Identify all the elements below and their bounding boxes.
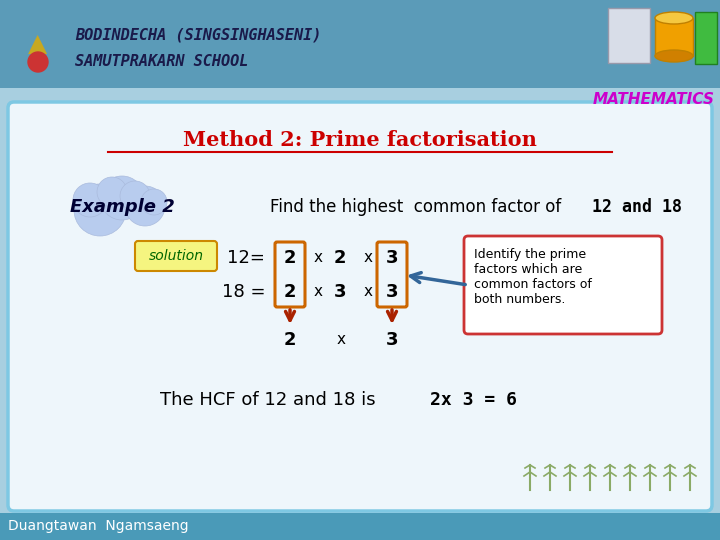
FancyBboxPatch shape	[0, 513, 720, 540]
Text: 2: 2	[284, 283, 296, 301]
Circle shape	[120, 181, 150, 211]
Text: The HCF of 12 and 18 is: The HCF of 12 and 18 is	[160, 391, 387, 409]
Text: MATHEMATICS: MATHEMATICS	[593, 92, 715, 107]
FancyBboxPatch shape	[135, 241, 217, 271]
Text: solution: solution	[148, 249, 204, 263]
Circle shape	[125, 186, 165, 226]
Text: 2: 2	[334, 249, 346, 267]
Circle shape	[100, 176, 144, 220]
Ellipse shape	[655, 50, 693, 62]
Text: ▲: ▲	[28, 32, 48, 56]
Circle shape	[74, 184, 126, 236]
FancyBboxPatch shape	[695, 12, 717, 64]
Text: x: x	[364, 251, 372, 266]
Text: 12=: 12=	[227, 249, 265, 267]
Text: Example 2: Example 2	[70, 198, 174, 216]
FancyBboxPatch shape	[655, 18, 693, 56]
Text: 3: 3	[386, 331, 398, 349]
Text: BODINDECHA (SINGSINGHASENI): BODINDECHA (SINGSINGHASENI)	[75, 28, 321, 43]
Text: 2x 3 = 6: 2x 3 = 6	[430, 391, 517, 409]
Text: 3: 3	[334, 283, 346, 301]
FancyBboxPatch shape	[0, 0, 720, 88]
Circle shape	[28, 52, 48, 72]
FancyBboxPatch shape	[464, 236, 662, 334]
Text: 18 =: 18 =	[222, 283, 265, 301]
Ellipse shape	[655, 12, 693, 24]
Text: x: x	[336, 333, 346, 348]
Text: Find the highest  common factor of: Find the highest common factor of	[270, 198, 562, 216]
Text: SAMUTPRAKARN SCHOOL: SAMUTPRAKARN SCHOOL	[75, 55, 248, 70]
Text: 3: 3	[386, 249, 398, 267]
Text: 2: 2	[284, 331, 296, 349]
Text: Duangtawan  Ngamsaeng: Duangtawan Ngamsaeng	[8, 519, 189, 533]
Text: 2: 2	[284, 249, 296, 267]
FancyBboxPatch shape	[8, 102, 712, 511]
Text: x: x	[313, 251, 323, 266]
Text: Identify the prime
factors which are
common factors of
both numbers.: Identify the prime factors which are com…	[474, 248, 592, 306]
Circle shape	[141, 189, 167, 215]
Text: x: x	[364, 285, 372, 300]
FancyBboxPatch shape	[608, 8, 650, 63]
Text: Method 2: Prime factorisation: Method 2: Prime factorisation	[183, 130, 537, 150]
Circle shape	[73, 183, 107, 217]
Text: 3: 3	[386, 283, 398, 301]
Text: x: x	[313, 285, 323, 300]
Circle shape	[97, 177, 127, 207]
Text: 12 and 18: 12 and 18	[572, 198, 682, 216]
